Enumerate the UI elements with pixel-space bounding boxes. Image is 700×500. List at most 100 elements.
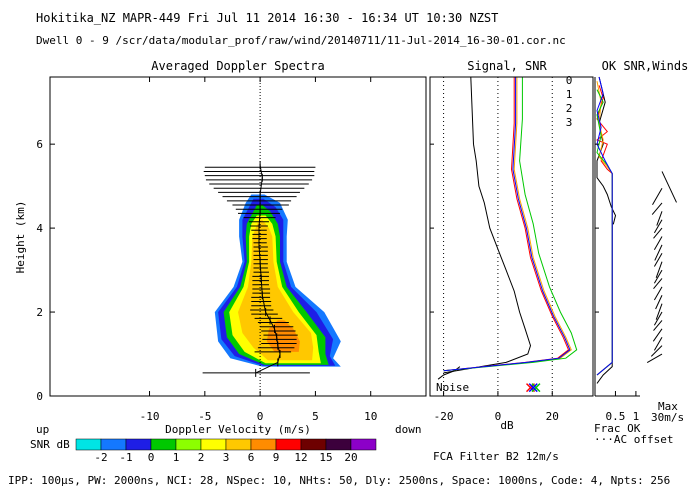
snr-marker-2	[528, 383, 538, 393]
spectra-ytick-label-0: 0	[36, 390, 43, 403]
wind-scale-label: Max	[658, 400, 678, 413]
wind-vector-1	[652, 187, 663, 205]
direction-up-label: up	[36, 423, 49, 436]
radar-parameters: IPP: 100μs, PW: 2000ns, NCI: 28, NSpec: …	[8, 474, 670, 487]
colorbar-tick-2: 0	[148, 451, 155, 464]
colorbar-tick-6: 6	[248, 451, 255, 464]
direction-down-label: down	[395, 423, 422, 436]
colorbar-swatch-9	[300, 438, 327, 451]
wind-vector-18	[653, 336, 663, 351]
winds-axes: 0.5 1	[595, 143, 640, 423]
wind-vector-17	[652, 328, 663, 342]
colorbar-tick-4: 2	[198, 451, 205, 464]
spectra-xtick-label-0: -10	[140, 410, 160, 423]
wind-vector-19	[650, 345, 663, 357]
filter-note: FCA Filter B2 12m/s	[433, 450, 559, 463]
colorbar: -2 -1 0 1 2 3 6 9 12 15 20	[75, 438, 377, 464]
spectra-ylabel: Height (km)	[14, 201, 27, 274]
wind-vector-10	[653, 269, 663, 284]
colorbar-swatch-6	[225, 438, 252, 451]
snr-series-3	[443, 77, 571, 372]
spectra-xlabel: Doppler Velocity (m/s)	[165, 423, 311, 436]
snr-series-1	[443, 77, 572, 372]
wind-vector-15	[653, 311, 663, 326]
snr-series-2	[443, 77, 578, 372]
snr-series-noise	[437, 366, 461, 380]
wind-vector-5	[653, 227, 663, 239]
wind-vector-11	[653, 278, 663, 290]
winds-title: OK SNR,Winds	[602, 59, 689, 73]
wind-vector-9	[655, 261, 663, 278]
colorbar-tick-3: 1	[173, 451, 180, 464]
snr-xtick-label-2: 20	[546, 410, 559, 423]
spectra-frame	[49, 76, 427, 397]
snr-title: Signal, SNR	[467, 59, 547, 73]
wind-vector-20	[646, 353, 663, 364]
wind-vector-12	[653, 286, 663, 301]
legend-entry-2: 2	[566, 102, 573, 115]
header-title: Hokitika_NZ MAPR-449 Fri Jul 11 2014 16:…	[36, 11, 498, 25]
wind-scale-value: 30m/s	[651, 411, 684, 424]
frac-xtick-label-1: 1	[633, 410, 640, 423]
colorbar-swatch-2	[125, 438, 152, 451]
colorbar-tick-9: 15	[319, 451, 332, 464]
colorbar-swatch-3	[150, 438, 177, 451]
snr-marks	[437, 76, 578, 396]
frac-ok-label: Frac OK	[594, 422, 641, 435]
spectra-ytick-label-3: 6	[36, 138, 43, 151]
wind-vector-8	[653, 253, 663, 267]
colorbar-swatch-4	[175, 438, 202, 451]
wind-vector-7	[654, 244, 663, 261]
snr-xtick-label-0: -20	[434, 410, 454, 423]
snr-xtick-label-1: 0	[495, 410, 502, 423]
wind-vector-16	[653, 320, 663, 331]
colorbar-swatch-1	[100, 438, 127, 451]
snr-axes: -20 0 20	[430, 143, 559, 423]
colorbar-tick-7: 9	[273, 451, 280, 464]
colorbar-tick-5: 3	[223, 451, 230, 464]
colorbar-tick-1: -1	[119, 451, 132, 464]
colorbar-tick-10: 20	[344, 451, 357, 464]
spectra-axes: -10 -5 0 5 10 0 2 4 6	[36, 77, 377, 423]
colorbar-swatch-0	[75, 438, 102, 451]
snr-marker-1	[531, 383, 541, 393]
colorbar-label: SNR dB	[30, 438, 70, 451]
spectra-xtick-label-2: 0	[257, 410, 264, 423]
spectra-marks	[202, 77, 316, 396]
colorbar-tick-8: 12	[294, 451, 307, 464]
colorbar-swatch-5	[200, 438, 227, 451]
spectra-xtick-label-1: -5	[198, 410, 211, 423]
legend-entry-3: 3	[566, 116, 573, 129]
spectra-xtick-label-3: 5	[312, 410, 319, 423]
wind-vector-6	[653, 236, 663, 250]
spectra-ytick-label-2: 4	[36, 222, 43, 235]
frac-xtick-label-0: 0.5	[606, 410, 626, 423]
colorbar-swatch-7	[250, 438, 277, 451]
wind-vector-4	[653, 219, 663, 234]
spectra-xtick-label-4: 10	[364, 410, 377, 423]
ac-offset-label: ···AC offset	[594, 433, 673, 446]
wind-vector-0	[661, 171, 677, 203]
snr-frame	[429, 76, 594, 397]
wind-vector-3	[656, 211, 663, 226]
noise-label: Noise	[436, 381, 469, 394]
spectra-title: Averaged Doppler Spectra	[151, 59, 324, 73]
header-dwell-path: Dwell 0 - 9 /scr/data/modular_prof/raw/w…	[36, 34, 566, 47]
wind-vector-2	[651, 202, 663, 215]
winds-marks	[596, 76, 677, 384]
snr-contour-4	[238, 219, 314, 361]
colorbar-swatch-10	[325, 438, 352, 451]
snr-series-signal	[443, 76, 532, 374]
legend-entry-1: 1	[566, 88, 573, 101]
legend-entry-0: 0	[566, 74, 573, 87]
colorbar-tick-0: -2	[94, 451, 107, 464]
wind-vector-14	[655, 303, 663, 320]
spectra-ytick-label-1: 2	[36, 306, 43, 319]
snr-xlabel: dB	[500, 419, 514, 432]
wind-vector-13	[655, 295, 663, 310]
colorbar-swatch-8	[275, 438, 302, 451]
colorbar-swatch-11	[350, 438, 377, 451]
